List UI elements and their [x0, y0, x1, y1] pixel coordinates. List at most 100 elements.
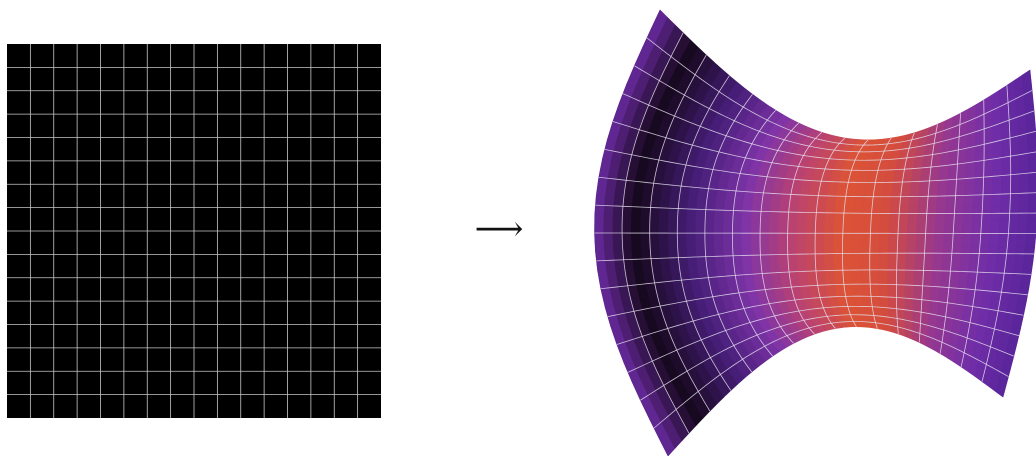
surface-shade-cell [979, 233, 991, 248]
surface-shade-cell [686, 216, 697, 234]
surface-grid-line-v [634, 65, 1035, 153]
surface-shade-cell [649, 232, 660, 251]
surface-shade-cell [930, 290, 941, 302]
surface-shade-cell [844, 196, 856, 208]
surface-shade-cell [824, 270, 835, 281]
surface-shade-cell [869, 258, 880, 271]
surface-shade-cell [932, 258, 943, 272]
surface-shade-cell [957, 152, 968, 165]
surface-shade-cell [911, 167, 923, 178]
surface-shade-cell [787, 232, 798, 249]
surface-shade-cell [952, 233, 963, 248]
surface-shade-cell [1019, 152, 1029, 168]
surface-shade-cell [942, 233, 954, 248]
surface-shade-cell [926, 195, 938, 208]
source-grid [7, 44, 381, 418]
surface-shade-cell [973, 182, 984, 196]
surface-shade-cell [930, 156, 942, 168]
surface-shade-cell [667, 215, 678, 234]
surface-shade-cell [989, 219, 1001, 234]
surface-shade-cell [860, 258, 871, 271]
surface-shade-cell [1018, 192, 1030, 207]
surface-shade-cell [722, 232, 734, 250]
surface-shade-cell [842, 269, 853, 281]
surface-shade-cell [870, 219, 881, 234]
surface-shade-cell [946, 292, 958, 305]
surface-shade-cell [972, 194, 984, 208]
surface-shade-cell [844, 288, 855, 297]
surface-shade-cell [769, 260, 781, 274]
surface-shade-cell [814, 232, 825, 248]
surface-shade-cell [945, 195, 956, 208]
surface-shade-cell [787, 218, 798, 234]
surface-shade-cell [834, 195, 847, 208]
surface-shade-cell [750, 217, 761, 234]
surface-shade-cell [1027, 151, 1036, 167]
surface-shade-cell [676, 216, 688, 234]
target-surface [594, 9, 1036, 456]
surface-shade-cell [912, 159, 924, 169]
surface-shade-cell [896, 258, 907, 271]
surface-shade-cell [612, 214, 623, 234]
surface-shade-cell [815, 270, 827, 282]
surface-shade-cell [741, 232, 752, 249]
surface-shade-cell [941, 259, 952, 272]
surface-shade-cell [833, 259, 844, 271]
surface-shade-cell [594, 232, 605, 252]
surface-shade-cell [913, 269, 924, 282]
surface-shade-cell [869, 269, 880, 280]
surface-shade-cell [946, 184, 957, 197]
surface-shade-cell [686, 232, 697, 250]
surface-shade-cell [948, 154, 959, 166]
surface-shade-cell [952, 219, 964, 234]
surface-shade-cell [732, 232, 743, 249]
surface-shade-cell [796, 232, 807, 249]
surface-shade-cell [805, 232, 816, 248]
surface-shade-cell [887, 269, 897, 281]
surface-shade-cell [943, 219, 955, 234]
surface-shade-cell [851, 219, 863, 234]
surface-shade-cell [851, 269, 862, 281]
surface-shade-cell [879, 296, 889, 305]
surface-shade-cell [1021, 260, 1034, 275]
surface-shade-cell [658, 215, 669, 234]
surface-shade-cell [833, 269, 844, 281]
surface-shade-cell [950, 259, 961, 272]
surface-shade-cell [965, 161, 976, 174]
surface-shade-cell [870, 296, 881, 305]
surface-shade-cell [920, 166, 932, 178]
surface-shade-cell [1009, 141, 1020, 157]
surface-shade-cell [947, 163, 958, 176]
surface-shade-cell [861, 288, 872, 297]
surface-shade-cell [1019, 273, 1032, 289]
surface-shade-cell [929, 165, 941, 177]
surface-shade-cell [1001, 143, 1011, 158]
surface-shade-cell [871, 196, 883, 208]
surface-shade-cell [704, 216, 715, 234]
surface-shade-cell [805, 218, 817, 234]
surface-shade-cell [982, 194, 993, 208]
surface-shade-cell [905, 258, 916, 271]
surface-shade-cell [835, 288, 846, 297]
surface-shade-cell [759, 217, 771, 234]
surface-grid-line-v [653, 321, 1009, 429]
surface-shade-cell [667, 232, 679, 251]
surface-shade-cell [955, 183, 966, 196]
surface-shade-cell [912, 298, 923, 309]
surface-shade-cell [1010, 154, 1020, 169]
surface-shade-cell [823, 232, 834, 248]
surface-shade-cell [949, 270, 960, 284]
surface-shade-cell [897, 219, 909, 234]
surface-shade-cell [959, 259, 970, 273]
surface-shade-cell [796, 218, 807, 234]
surface-shade-cell [860, 232, 871, 248]
surface-shade-cell [921, 158, 933, 169]
surface-shade-cell [997, 233, 1009, 248]
surface-shade-cell [1006, 233, 1018, 248]
surface-shade-cell [917, 196, 929, 208]
surface-grid-line-v [622, 93, 1036, 161]
surface-shade-cell [909, 185, 921, 197]
surface-shade-cell [768, 232, 779, 249]
surface-shade-cell [991, 181, 1002, 195]
surface-shade-cell [938, 164, 949, 176]
